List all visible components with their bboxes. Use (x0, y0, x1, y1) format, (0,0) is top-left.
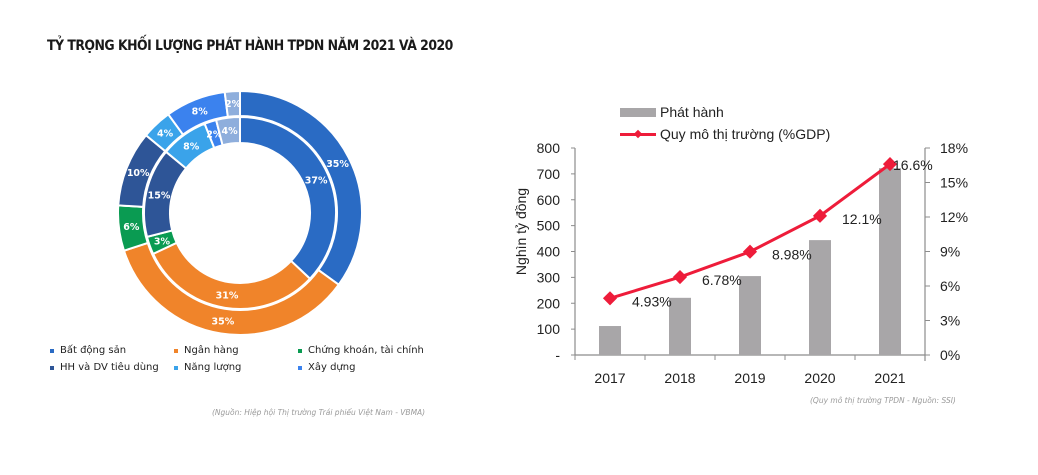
y2-tick-label: 3% (940, 313, 960, 329)
donut-outer-label-3: 10% (127, 168, 150, 179)
legend-label: HH và DV tiêu dùng (60, 362, 159, 373)
legend-item: HH và DV tiêu dùng (50, 362, 174, 373)
y2-tick-label: 0% (940, 347, 960, 363)
y-tick-label: 600 (537, 192, 561, 208)
y-tick-label: 300 (537, 269, 561, 285)
legend-item: Xây dựng (298, 362, 450, 373)
y-tick-label: 400 (537, 244, 561, 260)
source-caption-left: (Nguồn: Hiệp hội Thị trường Trái phiếu V… (212, 408, 426, 417)
legend-item-bar: Phát hành (620, 101, 830, 123)
donut-inner-slice-6 (214, 115, 241, 147)
x-tick-label: 2018 (664, 370, 695, 386)
donut-legend: Bất động sản Ngân hàng Chứng khoán, tài ch… (50, 345, 450, 373)
x-tick-label: 2020 (804, 370, 835, 386)
bar-2021 (879, 168, 901, 355)
line-point-2021 (882, 157, 898, 172)
bar-2018 (669, 297, 691, 355)
y2-tick-label: 12% (940, 209, 968, 225)
y2-tick-label: 6% (940, 278, 960, 294)
donut-inner-label-4: 8% (183, 141, 200, 152)
donut-inner-label-3: 15% (148, 190, 171, 201)
y-tick-label: 100 (537, 321, 561, 337)
donut-outer-label-1: 35% (211, 317, 234, 328)
line-point-2019 (742, 244, 758, 259)
source-caption-right: (Quy mô thị trường TPDN - Nguồn: SSI) (810, 396, 956, 405)
line-point-2017 (602, 291, 618, 306)
combo-legend: Phát hành Quy mô thị trường (%GDP) (620, 101, 830, 145)
legend-swatch (298, 365, 302, 370)
legend-swatch (298, 348, 302, 353)
donut-inner-label-6: 4% (222, 126, 239, 137)
chart-title: TỶ TRỌNG KHỐI LƯỢNG PHÁT HÀNH TPDN NĂM 2… (47, 38, 453, 54)
legend-item: Năng lượng (174, 362, 298, 373)
y-tick-label: - (555, 347, 560, 363)
legend-label-line: Quy mô thị trường (%GDP) (660, 126, 831, 142)
donut-inner-label-1: 31% (216, 290, 239, 301)
legend-label: Bất động sản (60, 345, 127, 356)
donut-outer-label-4: 4% (157, 129, 174, 140)
legend-swatch (50, 365, 54, 370)
donut-outer-label-0: 35% (326, 159, 349, 170)
donut-outer-label-5: 8% (192, 107, 209, 118)
legend-label: Xây dựng (308, 362, 356, 373)
legend-swatch (174, 348, 178, 353)
donut-inner-label-2: 3% (154, 237, 171, 248)
legend-label: Ngân hàng (184, 345, 239, 356)
bar-2020 (809, 240, 831, 355)
line-label-2018: 6.78% (702, 272, 742, 288)
line-point-2018 (672, 269, 688, 285)
donut-outer-label-2: 6% (123, 222, 140, 233)
y-tick-label: 200 (537, 295, 561, 311)
legend-swatch (50, 348, 54, 353)
y-tick-label: 700 (537, 166, 561, 182)
bar-2017 (599, 326, 621, 355)
line-label-2021: 16.6% (893, 157, 933, 173)
line-point-2020 (812, 208, 828, 223)
line-label-2017: 4.93% (632, 293, 672, 309)
bar-2019 (739, 276, 761, 355)
legend-item: Chứng khoán, tài chính (298, 345, 450, 356)
donut-outer-label-6: 2% (225, 99, 242, 110)
legend-label: Chứng khoán, tài chính (308, 345, 424, 356)
donut-inner-label-5: 2% (206, 130, 223, 141)
line-label-2020: 12.1% (842, 211, 882, 227)
x-tick-label: 2019 (734, 370, 765, 386)
donut-chart: 35%35%6%10%4%8%2%37%31%3%15%8%2% 4% (117, 89, 363, 336)
legend-item: Bất động sản (50, 345, 174, 356)
line-legend-swatch (620, 132, 656, 136)
y-axis-label: Nghìn tỷ đồng (513, 188, 529, 275)
y2-tick-label: 18% (940, 140, 968, 156)
bar-legend-swatch (620, 107, 656, 117)
gdp-line (609, 162, 891, 300)
legend-label: Năng lượng (184, 362, 242, 373)
line-label-2019: 8.98% (772, 247, 812, 263)
y-tick-label: 800 (537, 140, 561, 156)
x-tick-label: 2021 (874, 370, 905, 386)
y2-tick-label: 9% (940, 244, 960, 260)
x-tick-label: 2017 (594, 370, 625, 386)
y2-tick-label: 15% (940, 175, 968, 191)
legend-item: Ngân hàng (174, 345, 298, 356)
legend-swatch (174, 365, 178, 370)
legend-item-line: Quy mô thị trường (%GDP) (620, 123, 830, 145)
legend-label-bar: Phát hành (660, 104, 724, 120)
donut-inner-label-0: 37% (305, 176, 328, 187)
y-tick-label: 500 (537, 218, 561, 234)
